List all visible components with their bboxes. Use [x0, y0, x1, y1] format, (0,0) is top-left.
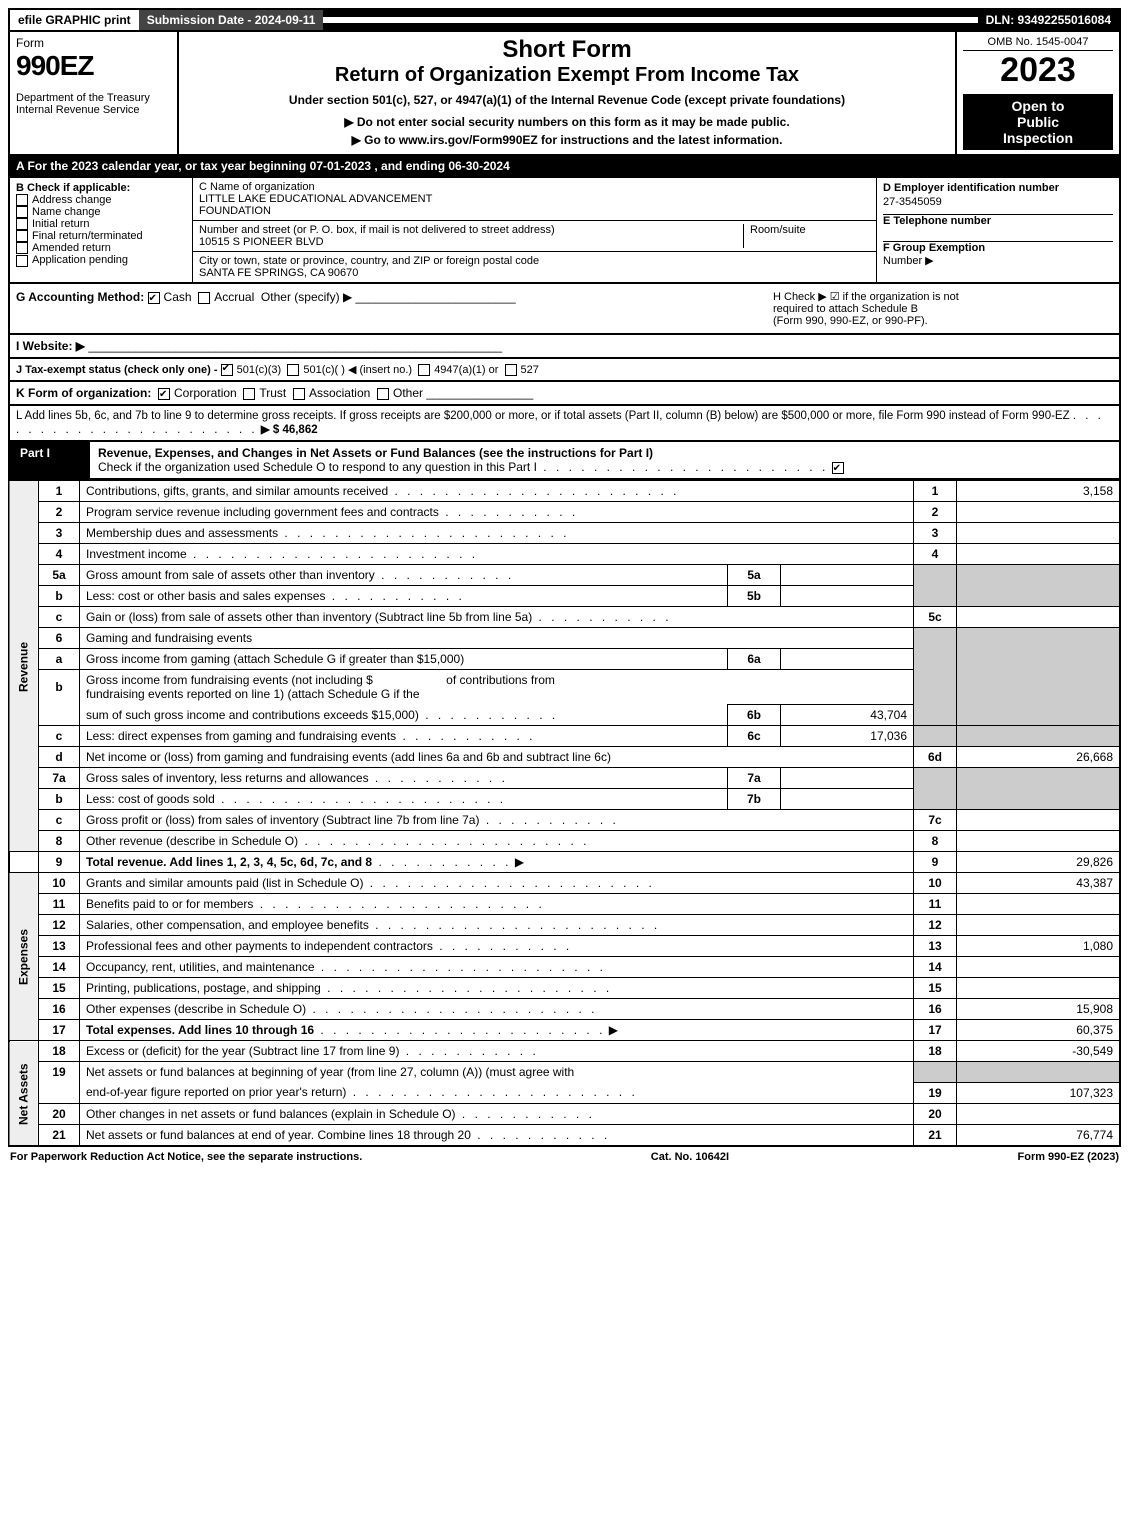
city-state-zip: SANTA FE SPRINGS, CA 90670 — [199, 267, 870, 279]
top-bar: efile GRAPHIC print Submission Date - 20… — [8, 8, 1121, 32]
row-l: L Add lines 5b, 6c, and 7b to line 9 to … — [8, 406, 1121, 442]
side-netassets: Net Assets — [9, 1041, 39, 1146]
dept-2: Internal Revenue Service — [16, 104, 171, 116]
line16-value: 15,908 — [957, 999, 1121, 1020]
side-expenses: Expenses — [9, 873, 39, 1041]
section-a: A For the 2023 calendar year, or tax yea… — [8, 156, 1121, 178]
side-revenue: Revenue — [9, 481, 39, 852]
line21-value: 76,774 — [957, 1124, 1121, 1146]
footer-right: Form 990-EZ (2023) — [1018, 1151, 1119, 1163]
line19-value: 107,323 — [957, 1082, 1121, 1103]
section-h: H Check ▶ ☑ if the organization is not r… — [773, 290, 1113, 327]
subtitle: Return of Organization Exempt From Incom… — [185, 64, 949, 87]
row-g-h: G Accounting Method: Cash Accrual Other … — [8, 284, 1121, 335]
footer: For Paperwork Reduction Act Notice, see … — [8, 1147, 1121, 1167]
line9-value: 29,826 — [957, 852, 1121, 873]
col-b: B Check if applicable: Address change Na… — [10, 178, 193, 282]
part1-table: Revenue 1 Contributions, gifts, grants, … — [8, 480, 1121, 1147]
line6c-value: 17,036 — [781, 726, 914, 747]
ein: 27-3545059 — [883, 194, 1113, 215]
form-number: 990EZ — [16, 50, 171, 82]
line13-value: 1,080 — [957, 936, 1121, 957]
footer-left: For Paperwork Reduction Act Notice, see … — [10, 1151, 362, 1163]
form-header: Form 990EZ Department of the Treasury In… — [8, 32, 1121, 156]
row-j: J Tax-exempt status (check only one) - 5… — [8, 359, 1121, 382]
street-address: 10515 S PIONEER BLVD — [199, 236, 743, 248]
org-name-2: FOUNDATION — [199, 205, 870, 217]
col-d: D Employer identification number 27-3545… — [877, 178, 1119, 282]
line6d-value: 26,668 — [957, 747, 1121, 768]
part1-header: Part I Revenue, Expenses, and Changes in… — [8, 442, 1121, 480]
footer-center: Cat. No. 10642I — [651, 1151, 729, 1163]
hdr-line3: ▶ Go to www.irs.gov/Form990EZ for instru… — [185, 133, 949, 147]
info-grid: B Check if applicable: Address change Na… — [8, 178, 1121, 284]
org-name-1: LITTLE LAKE EDUCATIONAL ADVANCEMENT — [199, 193, 870, 205]
line10-value: 43,387 — [957, 873, 1121, 894]
line18-value: -30,549 — [957, 1041, 1121, 1062]
row-i: I Website: ▶ ___________________________… — [8, 335, 1121, 359]
form-label: Form — [16, 36, 171, 50]
line1-value: 3,158 — [957, 481, 1121, 502]
line17-value: 60,375 — [957, 1020, 1121, 1041]
hdr-line2: ▶ Do not enter social security numbers o… — [185, 115, 949, 129]
title: Short Form — [185, 36, 949, 64]
dln: DLN: 93492255016084 — [978, 10, 1119, 30]
omb: OMB No. 1545-0047 — [963, 36, 1113, 51]
col-c: C Name of organization LITTLE LAKE EDUCA… — [193, 178, 877, 282]
dept-1: Department of the Treasury — [16, 92, 171, 104]
line6b-value: 43,704 — [781, 705, 914, 726]
efile-label: efile GRAPHIC print — [10, 10, 139, 30]
cash-checkbox — [148, 292, 160, 304]
hdr-line1: Under section 501(c), 527, or 4947(a)(1)… — [185, 93, 949, 107]
inspection-box: Open to Public Inspection — [963, 94, 1113, 150]
tax-year: 2023 — [963, 51, 1113, 90]
row-k: K Form of organization: Corporation Trus… — [8, 382, 1121, 406]
submission-date: Submission Date - 2024-09-11 — [139, 10, 324, 30]
